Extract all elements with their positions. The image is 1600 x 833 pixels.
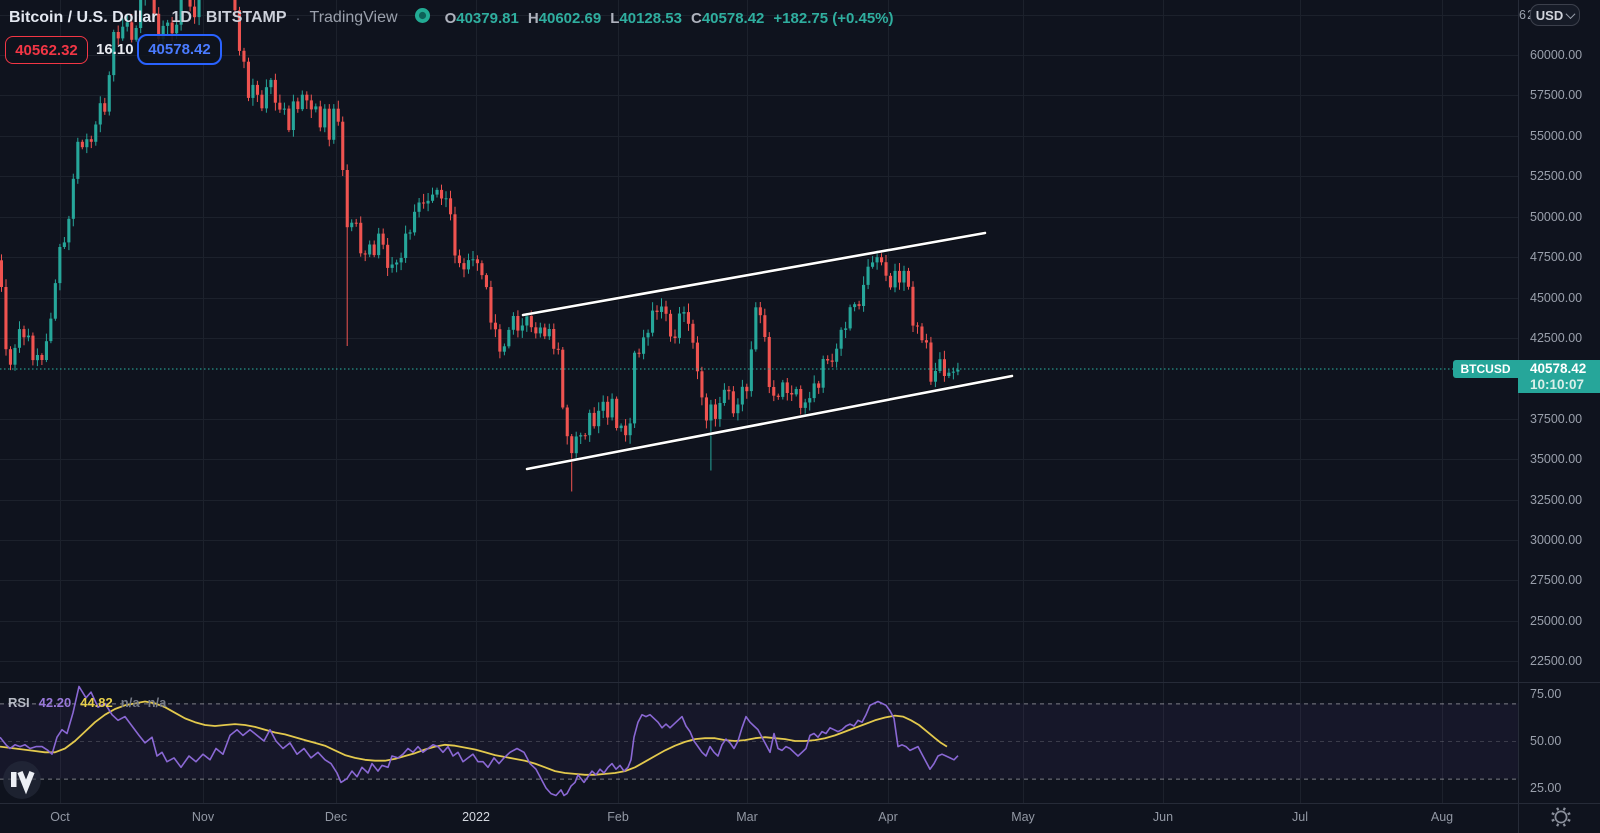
low-value: 40128.53	[619, 9, 682, 27]
rsi-tick-label: 25.00	[1530, 781, 1562, 795]
rsi-line	[0, 685, 959, 797]
exchange-label: BITSTAMP	[205, 9, 287, 26]
rsi-band	[0, 703, 1518, 780]
time-tick-label: May	[1011, 810, 1035, 824]
price-tick-label: 37500.00	[1530, 411, 1583, 426]
rsi-title: RSI	[8, 695, 30, 710]
price-tick-label: 32500.00	[1530, 492, 1583, 507]
last-price-value: 40578.42	[1530, 361, 1587, 376]
time-tick-label: Oct	[50, 810, 70, 824]
price-tick-label: 25000.00	[1530, 613, 1583, 628]
last-price-symbol-tag: BTCUSD	[1453, 360, 1518, 378]
chevron-down-icon	[1565, 8, 1576, 19]
price-tick-label: 22500.00	[1530, 654, 1583, 669]
price-tick-label: 42500.00	[1530, 330, 1583, 345]
time-tick-label: Dec	[324, 810, 348, 824]
change-value: +182.75 (+0.45%)	[773, 9, 894, 27]
rsi-na-2: n/a	[147, 695, 167, 710]
time-tick-label: Nov	[191, 810, 215, 824]
red-price-label[interactable]: 40562.32	[5, 36, 88, 64]
rsi-na-1: n/a	[120, 695, 140, 710]
high-label: H	[527, 9, 539, 27]
ohlc-values: O 40379.81 H 40602.69 L 40128.53 C 40578…	[445, 10, 894, 27]
close-value: 40578.42	[701, 9, 765, 27]
currency-label: USD	[1535, 7, 1564, 23]
high-value: 40602.69	[538, 9, 602, 27]
time-tick-label: Apr	[878, 810, 898, 824]
price-tick-label: 27500.00	[1530, 573, 1583, 588]
rsi-tick-label: 75.00	[1530, 687, 1562, 701]
channel-trendlines	[520, 230, 1015, 472]
bar-countdown: 10:10:07	[1530, 377, 1585, 392]
price-tick-label: 30000.00	[1530, 533, 1583, 548]
time-tick-label: Mar	[736, 810, 758, 824]
tradingview-brand-label: TradingView	[309, 9, 398, 26]
channel-lower-line	[525, 374, 1014, 471]
symbol-legend[interactable]: Bitcoin / U.S. Dollar 1D BITSTAMP · Trad…	[9, 7, 894, 29]
symbol-title[interactable]: Bitcoin / U.S. Dollar	[9, 9, 158, 26]
price-tick-label: 60000.00	[1530, 48, 1583, 62]
close-label: C	[690, 9, 702, 27]
rsi-legend[interactable]: RSI 42.20 44.82 n/a n/a	[8, 695, 166, 710]
rsi-tick-label: 50.00	[1530, 734, 1562, 748]
blue-price-label[interactable]: 40578.42	[137, 34, 222, 65]
price-tick-label: 35000.00	[1530, 452, 1583, 467]
interval-label[interactable]: 1D	[171, 9, 192, 26]
separator-dot: ·	[295, 9, 301, 27]
rsi-value: 42.20	[38, 695, 72, 710]
time-tick-label: Jun	[1152, 810, 1174, 824]
time-tick-label: Feb	[607, 810, 629, 824]
open-label: O	[444, 9, 457, 27]
currency-dropdown[interactable]: USD	[1530, 4, 1580, 26]
time-tick-label: 2022	[462, 810, 490, 824]
price-tick-label: 55000.00	[1530, 128, 1583, 143]
gear-icon[interactable]	[1548, 804, 1574, 830]
price-tick-label: 57500.00	[1530, 88, 1583, 103]
price-tick-label: 45000.00	[1530, 290, 1583, 305]
price-tick-label: 50000.00	[1530, 209, 1583, 224]
low-label: L	[610, 9, 620, 27]
price-spread-value: 16.10	[96, 41, 134, 58]
channel-upper-line	[521, 231, 987, 317]
time-tick-label: Jul	[1292, 810, 1308, 824]
rsi-ma-line	[0, 700, 948, 776]
tradingview-logo	[3, 761, 41, 799]
grid-lines	[0, 0, 1518, 803]
market-status-icon	[414, 7, 431, 29]
last-price-badge: 40578.42 10:10:07	[1518, 360, 1600, 393]
price-tick-label: 47500.00	[1530, 250, 1583, 265]
time-tick-label: Aug	[1430, 810, 1454, 824]
candlestick-series	[0, 0, 960, 492]
open-value: 40379.81	[456, 9, 519, 27]
rsi-ma-value: 44.82	[80, 695, 113, 710]
price-tick-label: 52500.00	[1530, 169, 1583, 184]
